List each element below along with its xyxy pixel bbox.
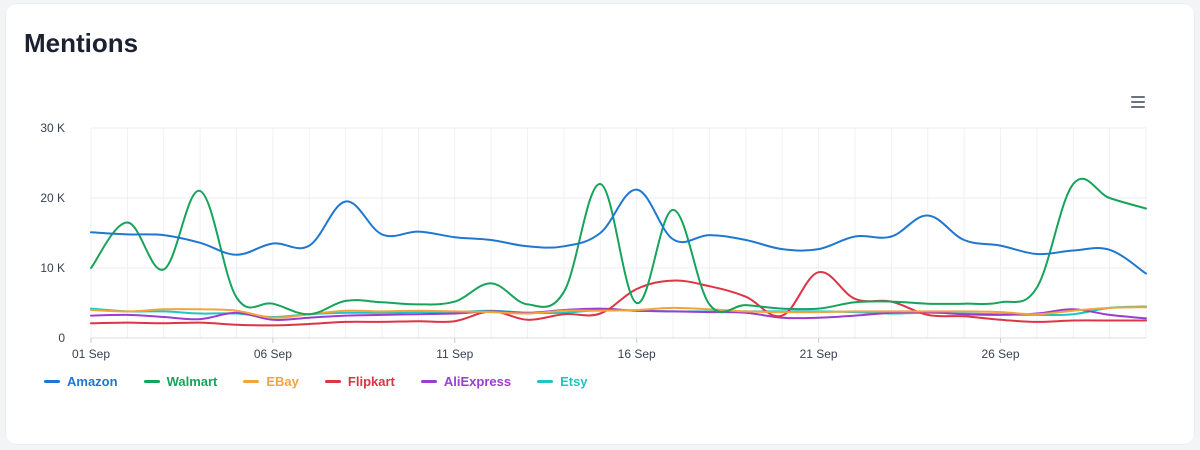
chart-title: Mentions [24,28,139,58]
hamburger-menu-icon-line [1131,106,1145,108]
x-tick-label: 01 Sep [72,347,110,361]
legend-item-aliexpress[interactable]: AliExpress [420,374,512,389]
legend-label: Amazon [67,374,118,389]
x-tick-label: 16 Sep [618,347,656,361]
legend-swatch [420,380,437,383]
hamburger-menu-icon [1131,96,1145,98]
hamburger-menu-icon-line [1131,101,1145,103]
legend-swatch [44,380,60,383]
x-tick-label: 11 Sep [436,347,473,361]
legend-item-etsy[interactable]: Etsy [537,374,588,389]
series-line-ebay [90,306,1147,319]
legend-label: Walmart [166,374,218,389]
x-tick-label: 21 Sep [800,347,838,361]
y-tick-label: 0 [58,331,65,345]
series-line-walmart [90,177,1147,316]
x-axis: 01 Sep 06 Sep 11 Sep 16 Sep 21 Sep 26 Sep [72,338,1020,361]
legend-item-walmart[interactable]: Walmart [143,374,218,389]
x-tick-label: 06 Sep [254,347,292,361]
legend-item-amazon[interactable]: Amazon [44,374,118,389]
y-tick-label: 20 K [40,191,65,205]
x-tick-label: 26 Sep [981,347,1019,361]
legend-item-flipkart[interactable]: Flipkart [324,374,395,389]
legend-label: Flipkart [347,374,395,389]
series-line-flipkart [90,271,1147,327]
legend-label: EBay [266,374,299,389]
chart-series-lines [90,177,1147,327]
y-tick-label: 30 K [40,121,65,135]
legend-item-ebay[interactable]: EBay [243,374,299,389]
legend-swatch [143,380,160,383]
chart-legend: Amazon Walmart EBay Flipkart AliExpress Etsy [44,374,588,389]
legend-label: Etsy [560,374,588,389]
legend-swatch [537,380,554,383]
legend-swatch [243,380,260,383]
y-tick-label: 10 K [40,261,65,275]
legend-swatch [324,380,341,383]
y-axis: 0 10 K 20 K 30 K [40,121,65,345]
chart-menu-button[interactable] [1128,92,1150,114]
series-line-amazon [90,188,1147,275]
legend-label: AliExpress [443,374,512,389]
